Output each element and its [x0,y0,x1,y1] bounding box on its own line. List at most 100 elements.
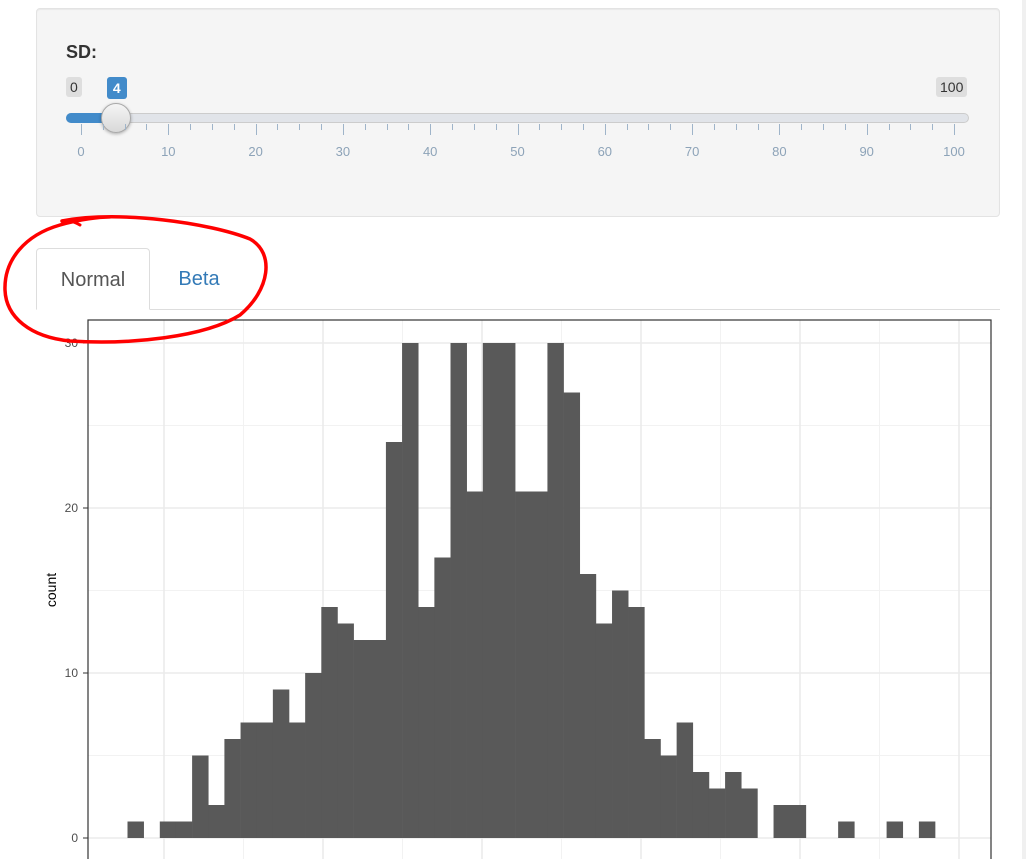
slider-minor-tick [146,124,148,130]
slider-major-tick [168,124,170,135]
histogram-bar [321,607,338,838]
histogram-bar [563,392,581,838]
histogram-bar [175,821,193,838]
slider-tick-label: 30 [335,144,351,159]
slider-minor-tick [124,124,126,130]
slider-minor-tick [233,124,235,130]
slider-tick-label: 100 [943,144,965,159]
slider-minor-tick [102,124,104,130]
histogram-bar [450,343,467,838]
slider-minor-tick [582,124,584,130]
sd-label: SD: [66,42,97,62]
y-tick-label: 10 [65,666,79,680]
slider-major-tick [517,124,519,135]
histogram-bar [418,607,435,838]
slider-minor-tick [321,124,323,130]
histogram-bar [725,772,742,838]
plot-border [87,319,992,859]
histogram-bar [886,821,904,838]
window-edge [1022,0,1026,859]
slider-minor-tick [670,124,672,130]
histogram-bar [918,821,936,838]
slider-minor-tick [495,124,497,130]
histogram-bar [353,640,371,838]
histogram-bar [692,772,710,838]
histogram-bar [595,623,613,838]
histogram-bar [660,755,677,838]
slider-minor-tick [277,124,279,130]
slider-panel [36,8,1000,217]
slider-minor-tick [910,124,912,130]
histogram-bar [644,739,661,838]
slider-tick-label: 10 [161,144,176,159]
slider-minor-tick [844,124,846,130]
slider-minor-tick [823,124,825,130]
slider-minor-tick [452,124,454,130]
histogram-bar [838,821,855,838]
slider-minor-tick [713,124,715,130]
histogram-bar [498,343,516,838]
histogram-bar [773,805,790,838]
slider-minor-tick [211,124,213,130]
slider-fill [66,113,116,123]
slider-minor-tick [408,124,410,130]
histogram-bar [482,343,500,838]
histogram-bar [159,821,177,838]
histogram-bar [612,590,629,838]
slider-major-tick [692,124,694,135]
slider-minor-tick [626,124,628,130]
histogram-bar [628,607,645,838]
tab-beta[interactable]: Beta [178,268,220,290]
slider-minor-tick [735,124,737,130]
slider-minor-tick [561,124,563,130]
slider-tick-label: 0 [77,144,85,159]
slider-tick-label: 50 [510,144,525,159]
histogram-bar [741,788,758,838]
slider-max-badge: 100 [936,77,968,97]
slider-track[interactable] [66,113,969,123]
slider-minor-tick [888,124,890,130]
slider-tick-label: 70 [684,144,700,159]
tabs-divider [36,309,1000,310]
slider-major-tick [342,124,344,135]
red-circle-annotation [3,215,268,344]
y-axis-label: count [43,573,59,607]
slider-minor-tick [299,124,301,130]
histogram-bar [256,722,274,838]
histogram-bar [289,722,306,838]
slider-minor-tick [757,124,759,130]
histogram-bar [369,640,387,838]
slider-tick-label: 60 [597,144,613,159]
histogram-bar [789,805,807,838]
histogram-bar [676,722,694,838]
y-tick-label: 0 [71,831,78,845]
slider-tick-label: 90 [859,144,874,159]
histogram-bar [240,722,258,838]
slider-handle[interactable] [100,103,131,133]
histogram-bar [402,343,419,838]
histogram-bar [272,689,290,838]
slider-tick-label: 20 [248,144,263,159]
slider-major-tick [866,124,868,135]
histogram-bar [515,491,532,838]
histogram-bar [434,557,451,838]
histogram-bar [192,755,209,838]
tab-normal[interactable]: Normal [36,248,150,310]
histogram-bar [579,574,597,838]
histogram-bar [531,491,548,838]
slider-minor-tick [648,124,650,130]
histogram-bar [385,442,403,838]
histogram-bar [337,623,354,838]
slider-minor-tick [386,124,388,130]
slider-value-badge: 4 [106,77,127,99]
slider-minor-tick [190,124,192,130]
slider-major-tick [604,124,606,135]
histogram-bar [547,343,564,838]
slider-minor-tick [932,124,934,130]
slider-minor-tick [473,124,475,130]
histogram-bar [466,491,484,838]
histogram-bar [208,805,225,838]
slider-tick-label: 80 [772,144,787,159]
histogram-bar [127,821,144,838]
